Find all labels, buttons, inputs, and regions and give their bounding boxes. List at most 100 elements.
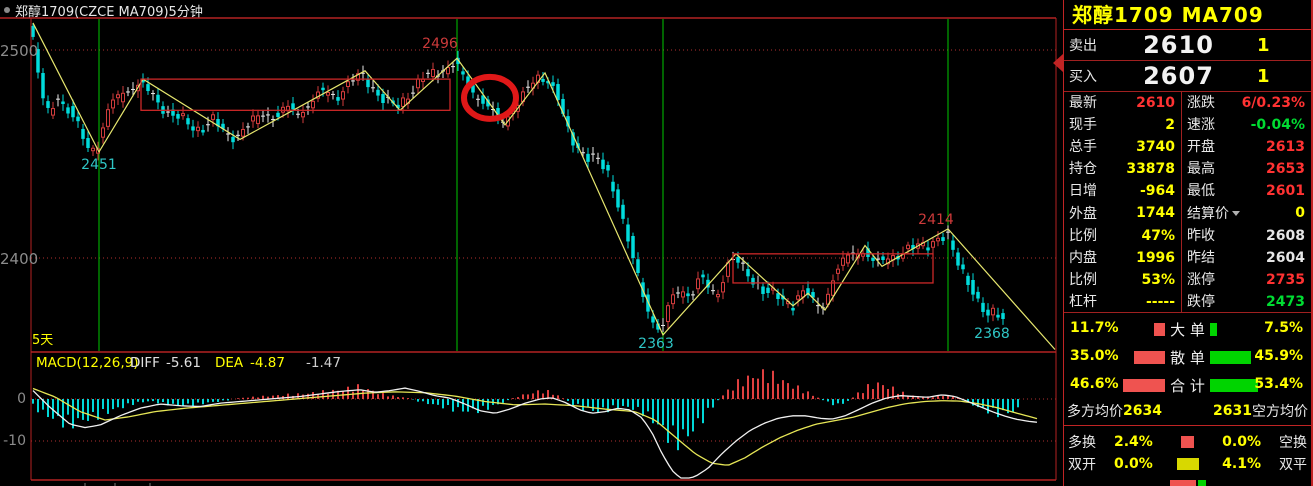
buy-pct: 11.7% bbox=[1070, 320, 1119, 336]
stat-row: 最新 2610 涨跌 6/0.23% bbox=[1064, 92, 1311, 115]
ratio-swatch bbox=[1197, 480, 1206, 486]
position-change-row: 双开 0.0% 4.1% 双平 bbox=[1068, 456, 1307, 473]
pivot-label-2368: 2368 bbox=[974, 326, 1010, 342]
bid-volume: 1 bbox=[1257, 65, 1270, 87]
position-change-row: 多换 2.4% 0.0% 空换 bbox=[1068, 434, 1307, 451]
sell-bar bbox=[1210, 351, 1252, 364]
sell-pct: 53.4% bbox=[1254, 376, 1303, 392]
order-type-label: 大 单 bbox=[1170, 321, 1205, 339]
chart-titlebar: 郑醇1709(CZCE MA709)5分钟 bbox=[0, 0, 1060, 20]
dea-label: DEA bbox=[215, 355, 244, 371]
stat-value: 53% bbox=[1141, 271, 1176, 288]
short-avg-label: 空方均价 bbox=[1252, 404, 1308, 420]
stat-row: 外盘 1744 结算价 0 bbox=[1064, 202, 1311, 225]
position-change-section: 多换 2.4% 0.0% 空换 双开 0.0% 4.1% 双平 bbox=[1064, 425, 1311, 486]
macd-tick-m10: -10 bbox=[3, 433, 26, 449]
stat-label: 速涨 bbox=[1187, 117, 1216, 134]
stat-label: 比例 bbox=[1069, 271, 1097, 288]
pivot-label-2363: 2363 bbox=[638, 336, 674, 352]
stats-grid: 最新 2610 涨跌 6/0.23% 现手 2 速涨 -0.04% 总手 3740 开盘 2613 持仓… bbox=[1064, 92, 1311, 313]
stat-label: 最新 bbox=[1069, 95, 1097, 112]
sell-bar bbox=[1210, 323, 1217, 336]
buy-bar bbox=[1154, 323, 1165, 336]
ratio-swatch bbox=[1176, 458, 1199, 470]
order-type-label: 散 单 bbox=[1170, 349, 1205, 367]
diff-value: -5.61 bbox=[166, 355, 201, 371]
long-avg-label: 多方均价 bbox=[1067, 404, 1123, 420]
stat-label: 外盘 bbox=[1069, 205, 1097, 222]
stat-value: 2604 bbox=[1266, 249, 1305, 266]
stat-value: 2608 bbox=[1266, 227, 1305, 244]
stat-row: 现手 2 速涨 -0.04% bbox=[1064, 114, 1311, 137]
macd-tick-0: 0 bbox=[17, 391, 26, 407]
stat-row: 持仓 33878 最高 2653 bbox=[1064, 158, 1311, 181]
price-marker-icon bbox=[1053, 54, 1063, 72]
macd-params-label: MACD(12,26,9) bbox=[36, 355, 139, 371]
chart-title: 郑醇1709(CZCE MA709)5分钟 bbox=[15, 5, 203, 20]
order-flow-row: 11.7% 大 单 7.5% bbox=[1064, 315, 1311, 343]
stat-label: 最高 bbox=[1187, 161, 1216, 178]
ask-price: 2610 bbox=[1143, 31, 1214, 59]
stat-label: 内盘 bbox=[1069, 249, 1097, 266]
y-tick-2500: 2500 bbox=[0, 42, 39, 60]
order-flow-section: 11.7% 大 单 7.5% 35.0% 散 单 45.9% 46.6% 合 计 53.4% bbox=[1064, 313, 1311, 397]
stat-row: 日增 -964 最低 2601 bbox=[1064, 180, 1311, 203]
sell-pct: 45.9% bbox=[1254, 348, 1303, 364]
dea-value: -4.87 bbox=[250, 355, 285, 371]
buy-pct: 35.0% bbox=[1070, 348, 1119, 364]
stat-value: 2601 bbox=[1266, 183, 1305, 200]
stat-value: 1744 bbox=[1136, 205, 1176, 222]
sell-bar bbox=[1210, 379, 1259, 392]
stat-label: 现手 bbox=[1069, 117, 1097, 134]
stat-value: 2473 bbox=[1266, 293, 1305, 310]
stat-value: -0.04% bbox=[1250, 117, 1305, 134]
settlement-dropdown-icon[interactable] bbox=[1232, 211, 1241, 217]
bid-price: 2607 bbox=[1143, 62, 1214, 90]
stat-value: 2613 bbox=[1266, 139, 1305, 156]
quote-panel: 郑醇1709 MA709 卖出 2610 1 买入 2607 1 最新 2610 涨… bbox=[1063, 0, 1313, 486]
long-avg-value: 2634 bbox=[1123, 403, 1162, 419]
y-tick-2400: 2400 bbox=[0, 250, 39, 268]
buy-bar bbox=[1123, 379, 1165, 392]
stat-label: 结算价 bbox=[1187, 202, 1241, 224]
stat-label: 昨收 bbox=[1187, 227, 1216, 244]
pivot-label-2451: 2451 bbox=[81, 157, 117, 173]
stat-value: 2 bbox=[1165, 117, 1176, 134]
candlestick-chart[interactable] bbox=[0, 0, 1063, 486]
bid-row[interactable]: 买入 2607 1 bbox=[1064, 61, 1311, 92]
stat-label: 涨跌 bbox=[1187, 95, 1216, 112]
stat-row: 比例 47% 昨收 2608 bbox=[1064, 224, 1311, 247]
stat-value: 3740 bbox=[1136, 139, 1176, 156]
stat-value: 2653 bbox=[1266, 161, 1305, 178]
stat-value: 2735 bbox=[1266, 271, 1305, 288]
ask-row[interactable]: 卖出 2610 1 bbox=[1064, 30, 1311, 61]
stat-value: 33878 bbox=[1126, 161, 1176, 178]
stat-row: 总手 3740 开盘 2613 bbox=[1064, 136, 1311, 159]
stat-label: 比例 bbox=[1069, 227, 1097, 244]
position-change-row-partial bbox=[1064, 475, 1311, 486]
chart-area[interactable]: 郑醇1709(CZCE MA709)5分钟 2500 2400 0 -10 24… bbox=[0, 0, 1063, 486]
stat-label: 开盘 bbox=[1187, 139, 1216, 156]
stat-row: 杠杆 ----- 跌停 2473 bbox=[1064, 290, 1311, 313]
stat-label: 持仓 bbox=[1069, 161, 1097, 178]
ratio-swatch bbox=[1181, 436, 1194, 448]
pivot-label-2414: 2414 bbox=[918, 212, 954, 228]
order-flow-row: 46.6% 合 计 53.4% bbox=[1064, 371, 1311, 399]
period-5day-button[interactable]: 5天 bbox=[32, 333, 54, 348]
stat-value: 1996 bbox=[1136, 249, 1176, 266]
stat-row: 内盘 1996 昨结 2604 bbox=[1064, 246, 1311, 269]
stat-value: ----- bbox=[1145, 293, 1176, 310]
stat-label: 昨结 bbox=[1187, 249, 1216, 266]
stat-label: 最低 bbox=[1187, 183, 1216, 200]
stat-value: 2610 bbox=[1136, 95, 1176, 111]
stat-value: 0 bbox=[1295, 205, 1305, 222]
stat-label: 杠杆 bbox=[1069, 293, 1097, 310]
order-flow-row: 35.0% 散 单 45.9% bbox=[1064, 343, 1311, 371]
diff-label: DIFF bbox=[130, 355, 160, 371]
macd-value: -1.47 bbox=[306, 355, 341, 371]
ask-label: 卖出 bbox=[1069, 38, 1097, 54]
stat-label: 日增 bbox=[1069, 183, 1097, 200]
window-bullet-icon bbox=[4, 7, 10, 13]
sell-pct: 7.5% bbox=[1264, 320, 1303, 336]
